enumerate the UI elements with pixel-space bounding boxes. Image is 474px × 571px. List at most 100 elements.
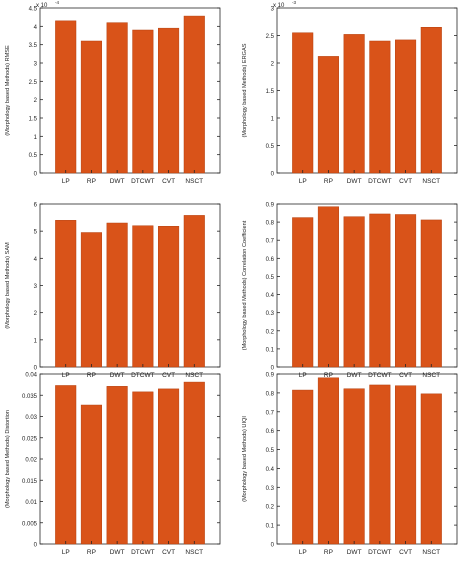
y-tick-label: 0.005: [22, 521, 38, 527]
chart-panel-2: 0 0.5 1 1.5 2 2.5 3 LP RP DWT DTCWT CVT NSCT (Morphol…: [242, 0, 458, 185]
y-tick-label: 0: [34, 543, 38, 549]
y-exponent-label: x 10: [36, 3, 48, 9]
y-tick-label: 0.5: [266, 144, 275, 150]
x-tick-label: DWT: [110, 372, 125, 379]
bar-dtcwt: [369, 213, 391, 368]
y-tick-label: 0.5: [29, 153, 38, 159]
axes-frame: [39, 7, 221, 174]
y-tick-label: 0: [271, 543, 275, 549]
x-tick-label: DTCWT: [131, 178, 154, 185]
bar-lp: [292, 389, 314, 545]
bar-rp: [317, 377, 339, 545]
y-axis-label: (Morphology based Methods) SAM: [5, 242, 11, 329]
x-tick-label: LP: [299, 372, 307, 379]
y-tick-label: 0: [271, 366, 275, 372]
x-tick-label: NSCT: [422, 549, 440, 556]
x-tick-label: RP: [324, 549, 333, 556]
x-tick-label: CVT: [162, 549, 175, 556]
x-tick-label: CVT: [162, 372, 175, 379]
y-tick-label: 0.1: [266, 524, 275, 530]
y-axis-label: (Morphology based Methods) Correlation C…: [242, 220, 248, 350]
bar-cvt: [158, 388, 180, 545]
y-tick-label: 0.2: [266, 329, 275, 335]
bar-nsct: [420, 27, 442, 174]
y-tick-label: 1.5: [266, 89, 275, 95]
y-tick-label: 0.2: [266, 505, 275, 511]
y-tick-label: 0.7: [266, 239, 275, 245]
y-axis-label: (Morphology based Methods) UIQI: [242, 416, 248, 502]
y-tick-label: 0.6: [266, 257, 275, 263]
bar-cvt: [158, 226, 180, 368]
y-tick-label: 0.5: [266, 275, 275, 281]
y-tick-label: 0.4: [266, 293, 275, 299]
x-tick-label: RP: [87, 372, 96, 379]
y-tick-label: 2: [34, 311, 38, 317]
y-tick-label: 1: [271, 117, 275, 123]
bar-lp: [55, 220, 77, 368]
y-tick-label: 0.8: [266, 391, 275, 397]
y-tick-label: 1: [34, 338, 38, 344]
bar-cvt: [395, 39, 417, 174]
x-tick-label: RP: [87, 549, 96, 556]
y-tick-label: 3: [34, 284, 38, 290]
chart-panel-1: 0 0.5 1 1.5 2 2.5 3 3.5 4 4.5 LP RP DWT DTCWT CVT NSCT (…: [5, 0, 221, 185]
y-tick-label: 0.035: [22, 394, 38, 400]
x-tick-label: CVT: [399, 549, 412, 556]
axes-frame: [276, 373, 458, 545]
bar-rp: [80, 404, 102, 545]
y-exponent-power: -4: [55, 0, 59, 5]
bar-dtcwt: [132, 391, 154, 545]
bar-cvt: [158, 27, 180, 174]
y-tick-label: 2: [271, 62, 275, 68]
y-tick-label: 4.5: [29, 7, 38, 13]
chart-panel-5: 0 0.005 0.01 0.015 0.02 0.025 0.03 0.035 0.04 LP R…: [5, 373, 221, 556]
x-tick-label: DWT: [347, 178, 362, 185]
x-tick-label: RP: [324, 178, 333, 185]
y-tick-label: 2: [34, 98, 38, 104]
bar-dtcwt: [369, 384, 391, 545]
bar-dwt: [343, 34, 365, 174]
bar-rp: [80, 40, 102, 174]
bar-rp: [317, 56, 339, 174]
bar-cvt: [395, 385, 417, 545]
bar-dwt: [343, 216, 365, 368]
y-tick-label: 0.01: [25, 500, 37, 506]
x-tick-label: DTCWT: [131, 372, 154, 379]
y-tick-label: 6: [34, 203, 38, 209]
x-tick-label: LP: [62, 549, 70, 556]
bar-lp: [292, 217, 314, 368]
bar-lp: [55, 385, 77, 545]
y-tick-label: 0.1: [266, 347, 275, 353]
chart-panel-4: 0 0.1 0.2 0.3 0.4 0.5 0.6 0.7 0.8 0.9 LP RP DWT DTCWT…: [242, 203, 458, 379]
bar-dtcwt: [132, 225, 154, 368]
bar-dwt: [106, 386, 128, 545]
y-tick-label: 3.5: [29, 43, 38, 49]
x-tick-label: NSCT: [185, 372, 203, 379]
bar-nsct: [183, 15, 205, 174]
x-tick-label: RP: [324, 372, 333, 379]
axes-frame: [276, 203, 458, 368]
bar-nsct: [183, 381, 205, 545]
y-tick-label: 3: [34, 62, 38, 68]
y-tick-label: 0.7: [266, 410, 275, 416]
y-tick-label: 0.04: [25, 373, 37, 379]
x-tick-label: DWT: [347, 549, 362, 556]
y-tick-label: 1.5: [29, 117, 38, 123]
y-tick-label: 0: [271, 172, 275, 178]
bar-dtcwt: [132, 29, 154, 174]
y-tick-label: 0.8: [266, 221, 275, 227]
x-tick-label: DTCWT: [368, 549, 391, 556]
y-tick-label: 4: [34, 25, 38, 31]
y-tick-label: 1: [34, 135, 38, 141]
x-tick-label: NSCT: [422, 178, 440, 185]
y-tick-label: 0.4: [266, 467, 275, 473]
y-tick-label: 3: [271, 7, 275, 13]
x-tick-label: LP: [299, 549, 307, 556]
bar-rp: [80, 232, 102, 368]
y-tick-label: 2.5: [266, 34, 275, 40]
y-tick-label: 0.025: [22, 436, 38, 442]
bar-nsct: [420, 393, 442, 545]
y-exponent-power: -3: [292, 0, 296, 5]
bar-dwt: [106, 22, 128, 174]
